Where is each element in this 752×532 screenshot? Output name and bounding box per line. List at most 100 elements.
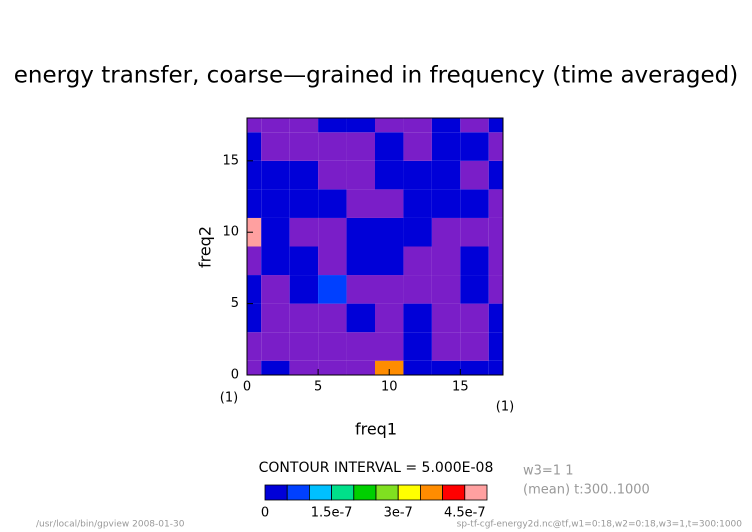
contour-cell <box>460 275 489 304</box>
colorbar-tick-label: 0 <box>261 506 269 521</box>
contour-interval: CONTOUR INTERVAL = 5.000E-08 <box>259 460 494 476</box>
contour-cell <box>318 132 347 161</box>
contour-cell <box>431 132 461 161</box>
contour-cell <box>375 360 404 375</box>
contour-cell <box>460 360 489 375</box>
contour-cell <box>460 132 489 161</box>
contour-cell <box>318 332 347 361</box>
footer-right: sp-tf-cgf-energy2d.nc@tf,w1=0:18,w2=0:18… <box>457 520 743 530</box>
contour-cell <box>247 360 262 375</box>
colorbar-box <box>331 484 355 501</box>
contour-cell <box>488 132 503 161</box>
contour-cell <box>375 132 404 161</box>
contour-cell <box>346 132 375 161</box>
contour-cell <box>460 118 489 133</box>
contour-cell <box>431 246 461 276</box>
contour-cell <box>431 160 461 190</box>
contour-cell <box>375 275 404 304</box>
contour-cell <box>346 217 375 247</box>
contour-cell <box>403 332 432 361</box>
colorbar-box <box>286 484 310 501</box>
colorbar-tick-label: 4.5e-7 <box>444 506 486 521</box>
colorbar-box <box>464 484 488 501</box>
contour-cell <box>403 189 432 218</box>
colorbar-box <box>308 484 332 501</box>
contour-cell <box>460 160 489 190</box>
contour-cell <box>460 189 489 218</box>
colorbar-box <box>419 484 443 501</box>
colorbar-box <box>442 484 466 501</box>
contour-cell <box>375 118 404 133</box>
info-line: w3=1 1 <box>523 464 573 479</box>
contour-cell <box>261 132 290 161</box>
contour-cell <box>460 303 489 333</box>
contour-cell <box>318 217 347 247</box>
contour-cell <box>261 360 290 375</box>
contour-cell <box>403 132 432 161</box>
contour-cell <box>261 189 290 218</box>
contour-cell <box>375 160 404 190</box>
contour-cell <box>289 132 319 161</box>
contour-cell <box>403 160 432 190</box>
contour-cell <box>488 332 503 361</box>
contour-cell <box>289 118 319 133</box>
contour-cell <box>318 303 347 333</box>
y-unit-label: (1) <box>496 400 514 415</box>
contour-cell <box>247 246 262 276</box>
contour-cell <box>289 246 319 276</box>
contour-cell <box>289 217 319 247</box>
contour-cell <box>261 217 290 247</box>
x-tick-label: 0 <box>243 380 251 395</box>
contour-cell <box>247 275 262 304</box>
contour-cell <box>261 332 290 361</box>
contour-cell <box>318 246 347 276</box>
contour-cell <box>261 118 290 133</box>
y-axis-label: freq2 <box>196 226 215 268</box>
contour-cell <box>375 303 404 333</box>
contour-cell <box>318 160 347 190</box>
contour-cell <box>403 118 432 133</box>
contour-cell <box>346 332 375 361</box>
contour-cell <box>346 275 375 304</box>
contour-cell <box>318 360 347 375</box>
contour-cell <box>431 118 461 133</box>
info-line: (mean) t:300..1000 <box>523 483 650 498</box>
contour-cell <box>346 360 375 375</box>
contour-cell <box>318 189 347 218</box>
contour-cell <box>318 118 347 133</box>
colorbar-tick-label: 1.5e-7 <box>311 506 353 521</box>
contour-cell <box>488 360 503 375</box>
contour-cell <box>247 332 262 361</box>
contour-cell <box>488 275 503 304</box>
x-axis-label: freq1 <box>355 420 397 439</box>
contour-cell <box>488 189 503 218</box>
contour-cell <box>346 189 375 218</box>
contour-cell <box>247 189 262 218</box>
colorbar-box <box>375 484 399 501</box>
contour-cell <box>403 246 432 276</box>
contour-cell <box>431 303 461 333</box>
contour-cell <box>261 275 290 304</box>
contour-cell <box>403 217 432 247</box>
contour-cell <box>403 360 432 375</box>
contour-cell <box>488 303 503 333</box>
x-tick-label: 5 <box>314 380 322 395</box>
contour-cell <box>375 217 404 247</box>
contour-cell <box>460 332 489 361</box>
contour-cell <box>375 189 404 218</box>
contour-cell <box>261 303 290 333</box>
contour-cell <box>247 118 262 133</box>
contour-cell <box>289 160 319 190</box>
contour-cell <box>375 332 404 361</box>
colorbar-box <box>353 484 377 501</box>
y-tick-label: 15 <box>222 153 239 168</box>
y-tick-label: 10 <box>222 225 239 240</box>
colorbar-tick-label: 3e-7 <box>384 506 413 521</box>
contour-cell <box>488 217 503 247</box>
contour-cell <box>247 132 262 161</box>
contour-cell <box>247 160 262 190</box>
x-tick-label: 10 <box>381 380 398 395</box>
contour-cell <box>403 275 432 304</box>
contour-cell <box>289 360 319 375</box>
contour-cell <box>289 189 319 218</box>
